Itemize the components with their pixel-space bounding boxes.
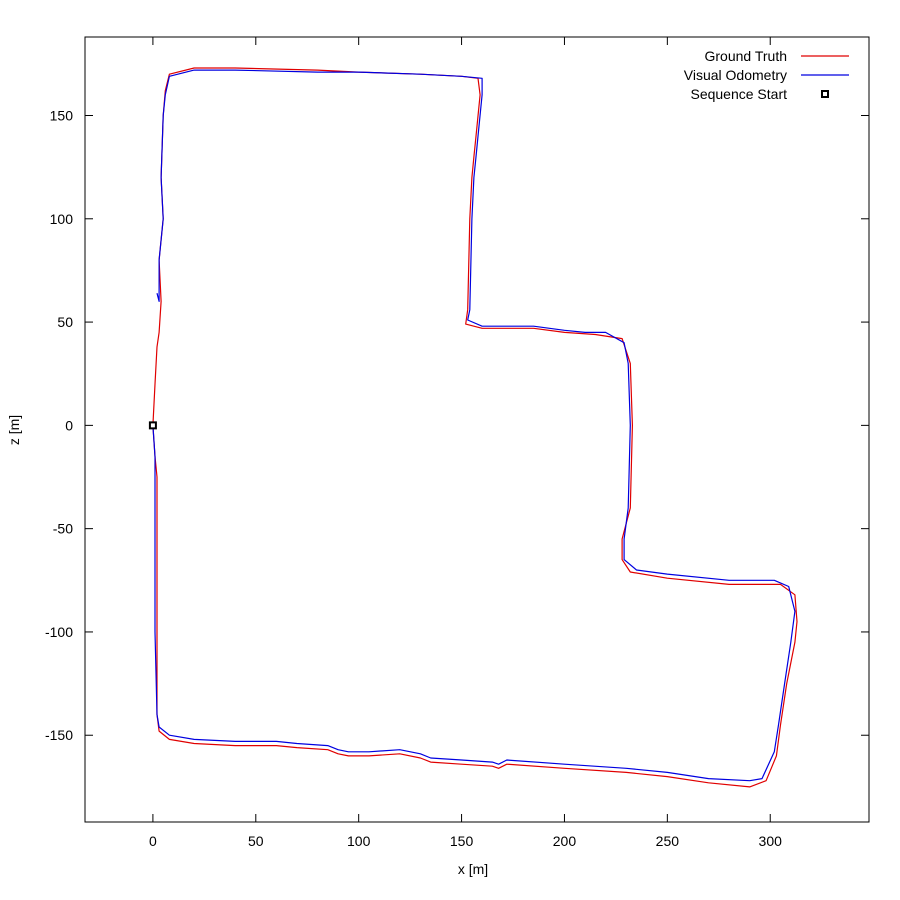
x-tick-label: 250 xyxy=(656,833,680,849)
x-tick-label: 50 xyxy=(248,833,264,849)
x-tick-label: 0 xyxy=(149,833,157,849)
y-tick-label: 0 xyxy=(65,417,73,433)
plot-marks xyxy=(148,67,798,788)
x-tick-label: 300 xyxy=(759,833,783,849)
y-axis-label: z [m] xyxy=(6,415,22,445)
y-tick-label: -50 xyxy=(53,521,73,537)
x-tick-label: 100 xyxy=(347,833,371,849)
y-tick-label: -150 xyxy=(45,727,73,743)
y-tick-label: 150 xyxy=(50,108,74,124)
visual-odometry-line xyxy=(152,69,796,782)
y-tick-label: 100 xyxy=(50,211,74,227)
x-axis-ticks: 0 50 100 150 200 250 300 xyxy=(149,37,782,849)
ground-truth-line xyxy=(152,67,798,788)
y-tick-label: 50 xyxy=(57,314,73,330)
x-axis-label: x [m] xyxy=(458,861,488,877)
legend-swatch-sequence-start xyxy=(821,90,829,98)
plot-frame xyxy=(84,36,870,823)
sequence-start-marker xyxy=(148,421,157,430)
legend-label-sequence-start: Sequence Start xyxy=(690,86,787,102)
legend-label-visual-odometry: Visual Odometry xyxy=(684,67,787,83)
y-axis-ticks: 150 100 50 0 -50 -100 -150 xyxy=(45,108,869,743)
legend: Ground Truth Visual Odometry Sequence Star… xyxy=(684,48,849,102)
y-tick-label: -100 xyxy=(45,624,73,640)
legend-label-ground-truth: Ground Truth xyxy=(705,48,788,64)
x-tick-label: 200 xyxy=(553,833,577,849)
x-tick-label: 150 xyxy=(450,833,474,849)
